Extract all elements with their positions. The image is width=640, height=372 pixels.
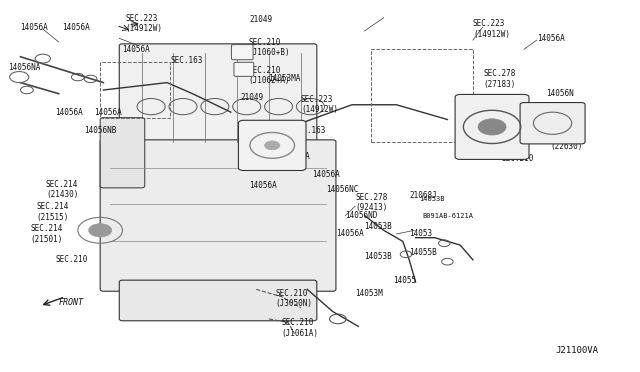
FancyBboxPatch shape — [119, 44, 317, 151]
FancyBboxPatch shape — [100, 118, 145, 188]
FancyBboxPatch shape — [100, 140, 336, 291]
Text: 14053B: 14053B — [419, 196, 444, 202]
Text: 14056A: 14056A — [486, 126, 513, 135]
Text: 14056NC: 14056NC — [326, 185, 359, 194]
Text: 14053MA: 14053MA — [268, 74, 300, 83]
Text: 14056A: 14056A — [62, 23, 90, 32]
Text: SEC.214
(21515): SEC.214 (21515) — [36, 202, 69, 222]
Text: 14053B: 14053B — [365, 222, 392, 231]
Text: SEC.163: SEC.163 — [293, 126, 326, 135]
Text: B091AB-6121A: B091AB-6121A — [422, 212, 473, 218]
Text: 14053: 14053 — [409, 230, 433, 238]
Text: SEC.278
(92413): SEC.278 (92413) — [356, 193, 388, 212]
Text: 14056A: 14056A — [56, 108, 83, 117]
Text: 14056A: 14056A — [312, 170, 340, 179]
Text: SEC.210
(J3050N): SEC.210 (J3050N) — [275, 289, 312, 308]
Text: 14056A: 14056A — [547, 115, 575, 124]
Text: SEC.163: SEC.163 — [170, 56, 203, 65]
Text: SEC.210
(J1061A): SEC.210 (J1061A) — [282, 318, 319, 338]
Text: J21100VA: J21100VA — [556, 346, 599, 355]
Text: SEC.210: SEC.210 — [502, 154, 534, 163]
Text: 14056A: 14056A — [282, 152, 310, 161]
Text: 14055B: 14055B — [409, 248, 437, 257]
FancyBboxPatch shape — [119, 280, 317, 321]
Text: 14056ND: 14056ND — [346, 211, 378, 220]
Text: 14056NA: 14056NA — [8, 63, 40, 72]
Text: 14056NB: 14056NB — [84, 126, 116, 135]
Circle shape — [478, 119, 506, 135]
Text: 14056A: 14056A — [336, 230, 364, 238]
Text: SEC.210
(J1060+B): SEC.210 (J1060+B) — [248, 38, 291, 57]
Text: SEC.223
(14912W): SEC.223 (14912W) — [125, 14, 163, 33]
Text: 14055: 14055 — [393, 276, 416, 285]
Text: SEC.214
(21430): SEC.214 (21430) — [46, 180, 78, 199]
Text: 21049: 21049 — [241, 93, 264, 102]
Text: 14053M: 14053M — [355, 289, 383, 298]
Text: 21068J: 21068J — [409, 191, 437, 200]
Text: 14056A: 14056A — [537, 34, 564, 43]
Text: SEC.223
(14912W): SEC.223 (14912W) — [301, 95, 338, 115]
FancyBboxPatch shape — [232, 45, 253, 60]
Text: 21049: 21049 — [250, 15, 273, 24]
Text: 14056A: 14056A — [20, 23, 48, 32]
FancyBboxPatch shape — [234, 62, 253, 76]
Text: SEC.214
(21501): SEC.214 (21501) — [30, 224, 63, 244]
Text: SEC.210: SEC.210 — [56, 255, 88, 264]
Text: 14056A: 14056A — [248, 182, 276, 190]
Circle shape — [89, 224, 111, 237]
Text: 14053B: 14053B — [365, 251, 392, 261]
Text: FRONT: FRONT — [59, 298, 84, 307]
FancyBboxPatch shape — [455, 94, 529, 160]
FancyBboxPatch shape — [239, 120, 306, 170]
Circle shape — [264, 141, 280, 150]
Text: SEC.210
(22630): SEC.210 (22630) — [550, 132, 583, 151]
Text: SEC.210
(J1062+A): SEC.210 (J1062+A) — [248, 65, 291, 85]
Text: 14056A: 14056A — [122, 45, 150, 54]
Text: 14056N: 14056N — [546, 89, 574, 98]
FancyBboxPatch shape — [520, 103, 585, 144]
Text: 14056A: 14056A — [94, 108, 122, 117]
Text: SEC.278
(27183): SEC.278 (27183) — [483, 69, 515, 89]
Text: SEC.110: SEC.110 — [253, 145, 285, 154]
Text: SEC.223
(14912W): SEC.223 (14912W) — [473, 19, 510, 39]
